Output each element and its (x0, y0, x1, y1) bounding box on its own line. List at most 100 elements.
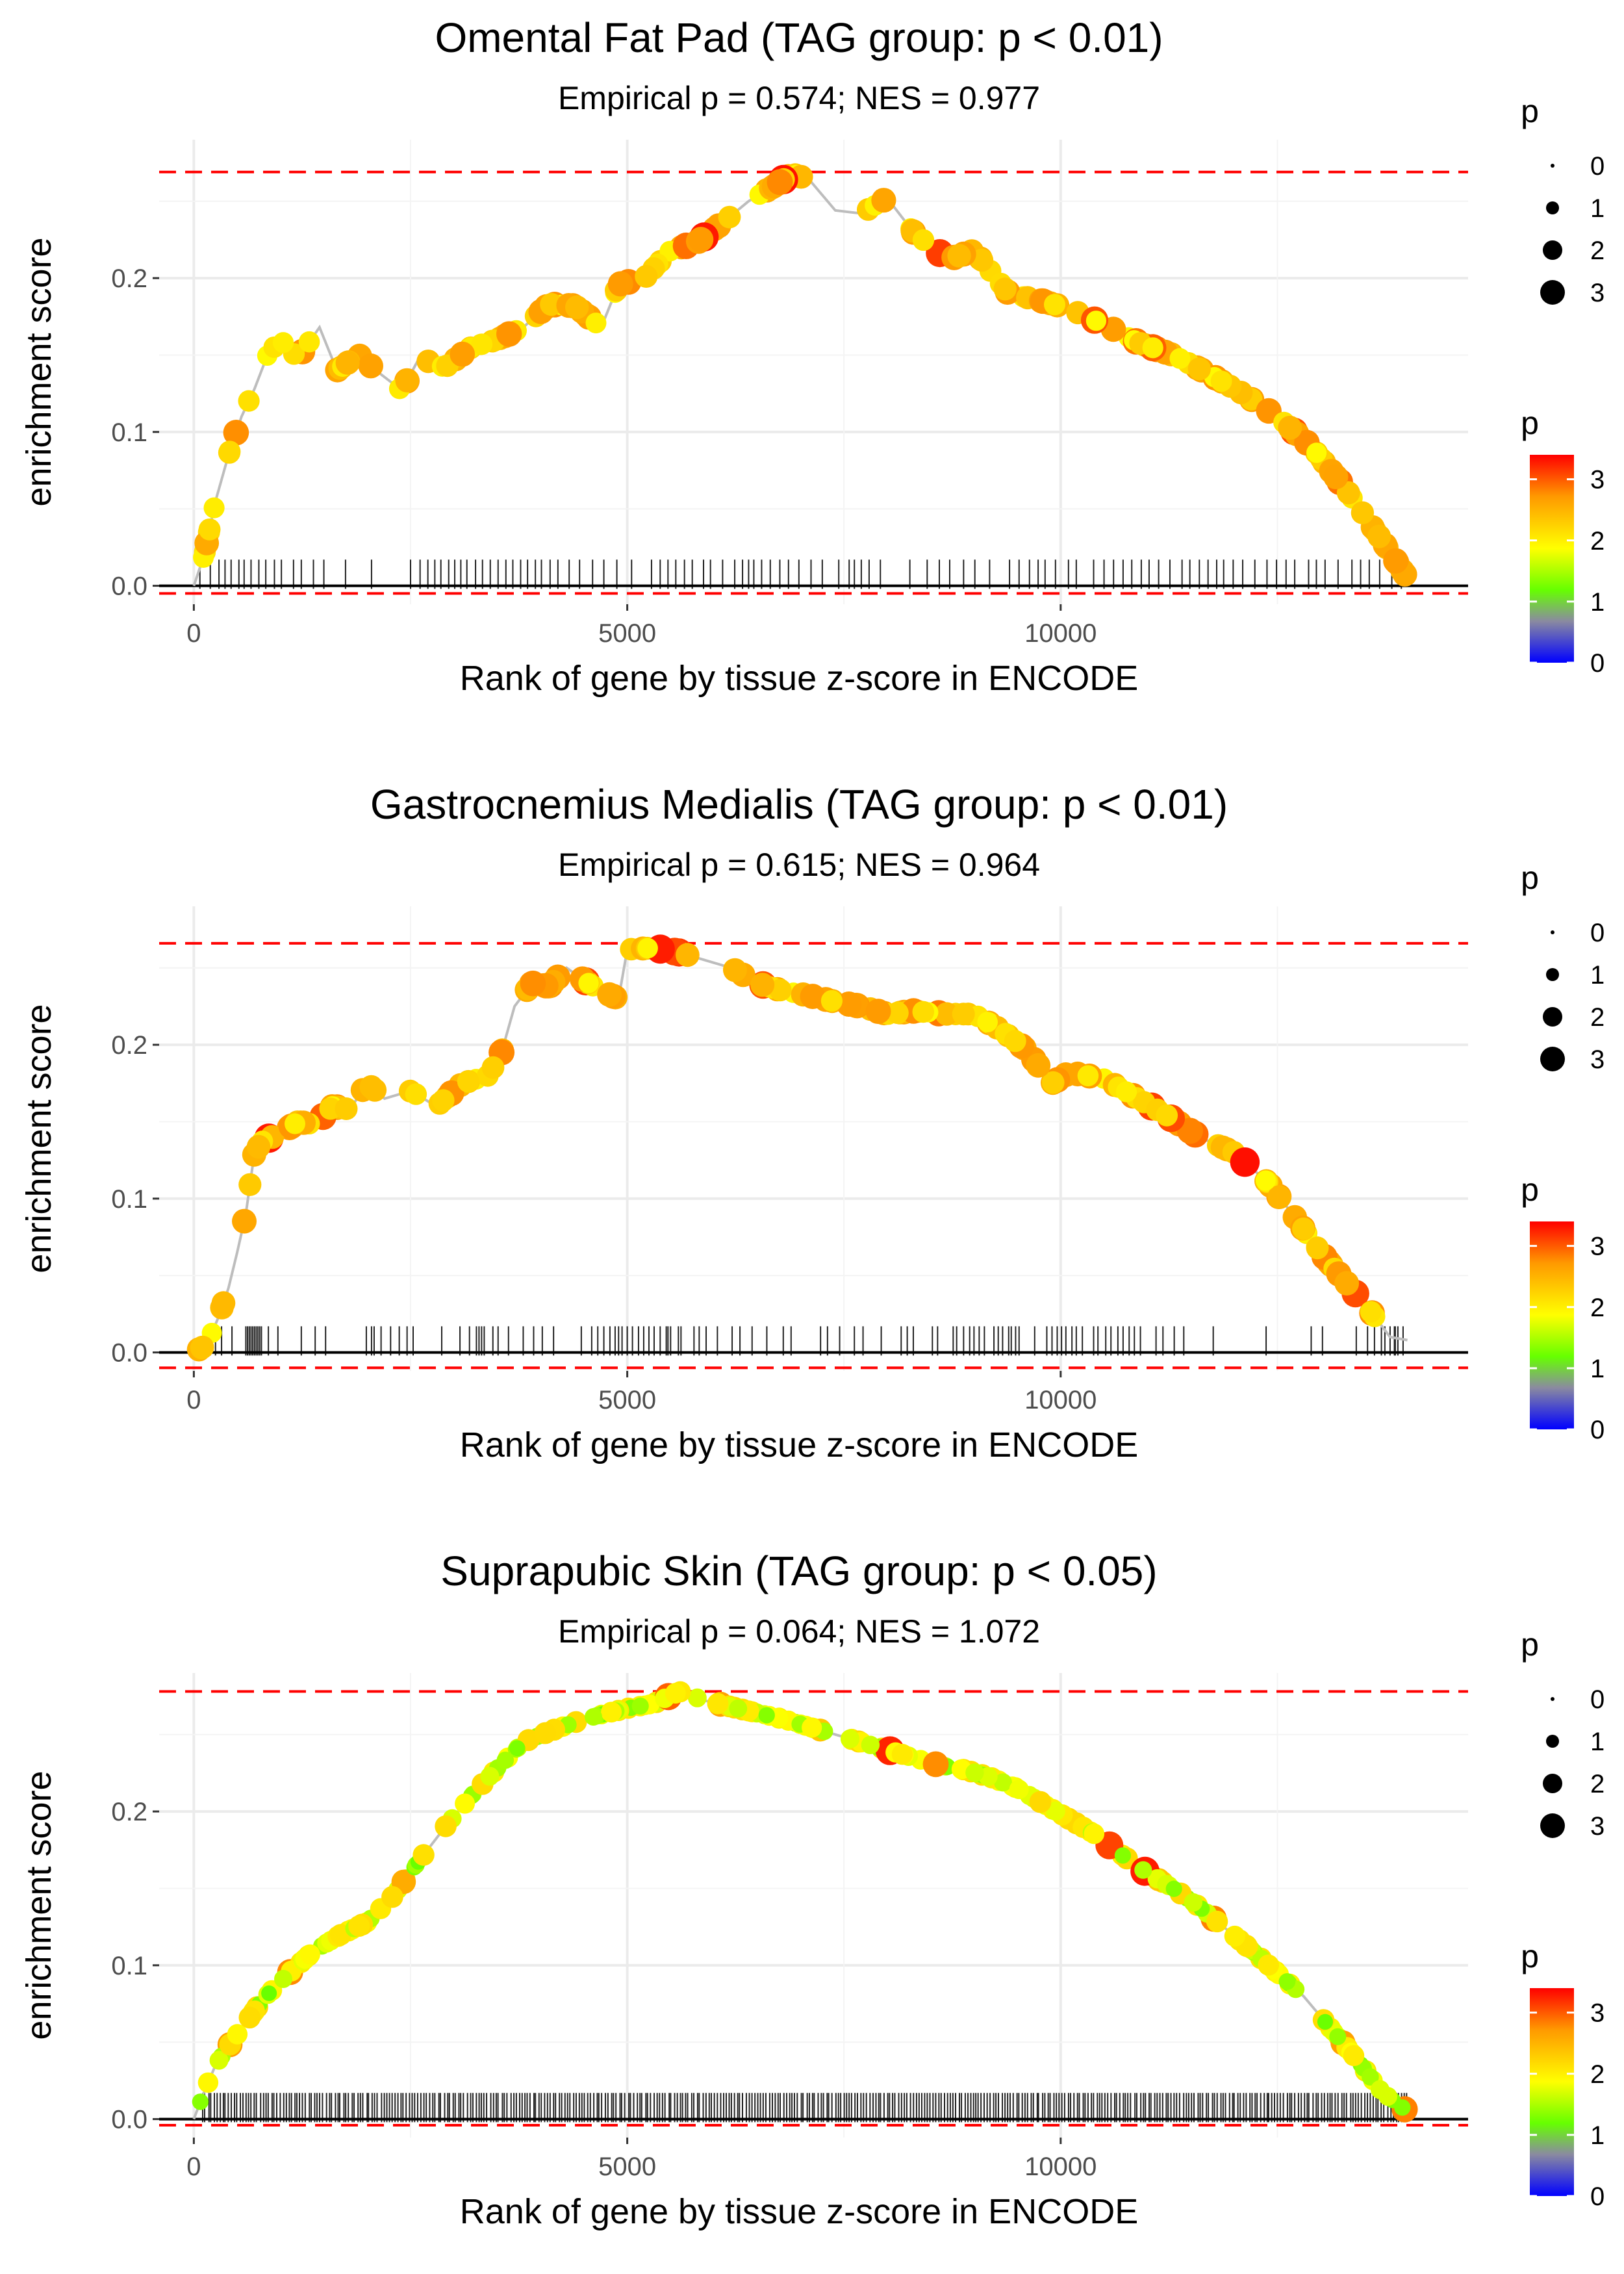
x-tick-label: 10000 (1024, 619, 1097, 648)
es-point (601, 1702, 622, 1723)
es-point (232, 1208, 257, 1234)
es-point (802, 1717, 822, 1738)
hit-ticks (205, 1326, 1404, 1356)
es-point (272, 332, 294, 353)
size-legend-key (1540, 1813, 1565, 1838)
es-point (381, 1885, 403, 1908)
es-point (729, 1699, 748, 1718)
x-tick-label: 5000 (598, 1386, 656, 1414)
es-point (723, 958, 747, 982)
es-point (496, 321, 522, 347)
es-point (261, 1985, 277, 2001)
size-legend-label: 3 (1590, 279, 1605, 307)
size-legend-key (1540, 1047, 1565, 1071)
size-legend-label: 0 (1590, 152, 1605, 181)
y-tick-label: 0.1 (111, 418, 147, 447)
size-legend-label: 1 (1590, 194, 1605, 223)
es-point (1329, 2028, 1347, 2045)
es-point (1044, 294, 1065, 316)
es-point (1343, 2045, 1365, 2067)
es-point (578, 973, 599, 993)
es-point (1084, 1823, 1105, 1845)
x-axis-label: Rank of gene by tissue z-score in ENCODE (460, 1425, 1138, 1464)
es-point (412, 1844, 435, 1866)
color-legend-label: 0 (1590, 649, 1605, 678)
hit-ticks (199, 559, 1402, 589)
es-point (197, 2072, 219, 2093)
es-points (186, 934, 1386, 1362)
es-point (335, 350, 360, 375)
color-legend-label: 3 (1590, 1999, 1605, 2028)
size-legend-label: 2 (1590, 1770, 1605, 1798)
es-point (1004, 1030, 1026, 1053)
chart-subtitle: Empirical p = 0.574; NES = 0.977 (558, 80, 1040, 116)
es-point (223, 420, 249, 446)
es-point (585, 1708, 602, 1726)
es-point (1367, 524, 1391, 548)
color-legend-label: 1 (1590, 588, 1605, 617)
es-point (211, 1291, 236, 1315)
size-legend-title: p (1521, 93, 1539, 129)
es-point (565, 295, 589, 320)
y-tick-label: 0.1 (111, 1185, 147, 1214)
size-legend-label: 1 (1590, 961, 1605, 990)
es-point (1334, 1271, 1360, 1296)
es-point (227, 2024, 248, 2045)
es-point (1085, 311, 1106, 331)
y-tick-label: 0.0 (111, 572, 147, 601)
size-legend-label: 1 (1590, 1728, 1605, 1756)
es-point (1258, 1954, 1279, 1976)
hit-ticks (202, 2093, 1408, 2123)
es-point (585, 313, 607, 334)
es-point (707, 1693, 729, 1715)
chart-panel-3: Suprapubic Skin (TAG group: p < 0.05) Emp… (19, 1548, 1605, 2231)
es-point (481, 1056, 505, 1079)
size-legend-key (1543, 1774, 1562, 1793)
x-axis-label: Rank of gene by tissue z-score in ENCODE (460, 2192, 1138, 2231)
size-legend-key (1551, 164, 1554, 168)
es-point (952, 1003, 975, 1026)
color-legend-label: 0 (1590, 1416, 1605, 1444)
color-legend-label: 2 (1590, 527, 1605, 556)
size-legend-key (1543, 1007, 1562, 1027)
es-points (192, 1681, 1418, 2123)
es-point (637, 938, 658, 959)
es-point (1142, 337, 1163, 359)
es-point (432, 1089, 455, 1112)
es-point (687, 1688, 707, 1707)
es-point (676, 943, 700, 967)
es-point (274, 1969, 292, 1988)
y-axis-label: enrichment score (19, 1004, 58, 1273)
es-point (1323, 464, 1349, 489)
es-point (480, 1767, 500, 1786)
es-point (534, 1722, 557, 1744)
color-legend-label: 3 (1590, 466, 1605, 494)
es-point (1306, 1236, 1329, 1260)
es-point (1026, 1053, 1051, 1078)
es-point (246, 1134, 271, 1159)
es-point (198, 518, 221, 541)
size-legend-key (1540, 280, 1565, 305)
es-point (635, 264, 658, 288)
chart-title: Omental Fat Pad (TAG group: p < 0.01) (435, 14, 1163, 61)
es-point (1267, 1185, 1291, 1209)
es-point (1169, 348, 1191, 369)
es-point (1187, 357, 1212, 381)
x-axis-label: Rank of gene by tissue z-score in ENCODE (460, 659, 1138, 698)
color-legend-label: 2 (1590, 1294, 1605, 1322)
es-point (750, 973, 775, 997)
es-point (520, 970, 546, 997)
es-point (1230, 1147, 1260, 1177)
es-point (965, 1763, 984, 1782)
es-point (1114, 1847, 1131, 1864)
es-point (1029, 1791, 1052, 1813)
size-legend-key (1546, 1735, 1559, 1748)
es-point (1370, 2080, 1389, 2099)
color-legend-title: p (1521, 405, 1539, 441)
es-point (1292, 1217, 1315, 1240)
es-point (496, 1752, 514, 1769)
es-point (597, 982, 622, 1007)
y-tick-label: 0.1 (111, 1952, 147, 1980)
size-legend-title: p (1521, 1626, 1539, 1663)
